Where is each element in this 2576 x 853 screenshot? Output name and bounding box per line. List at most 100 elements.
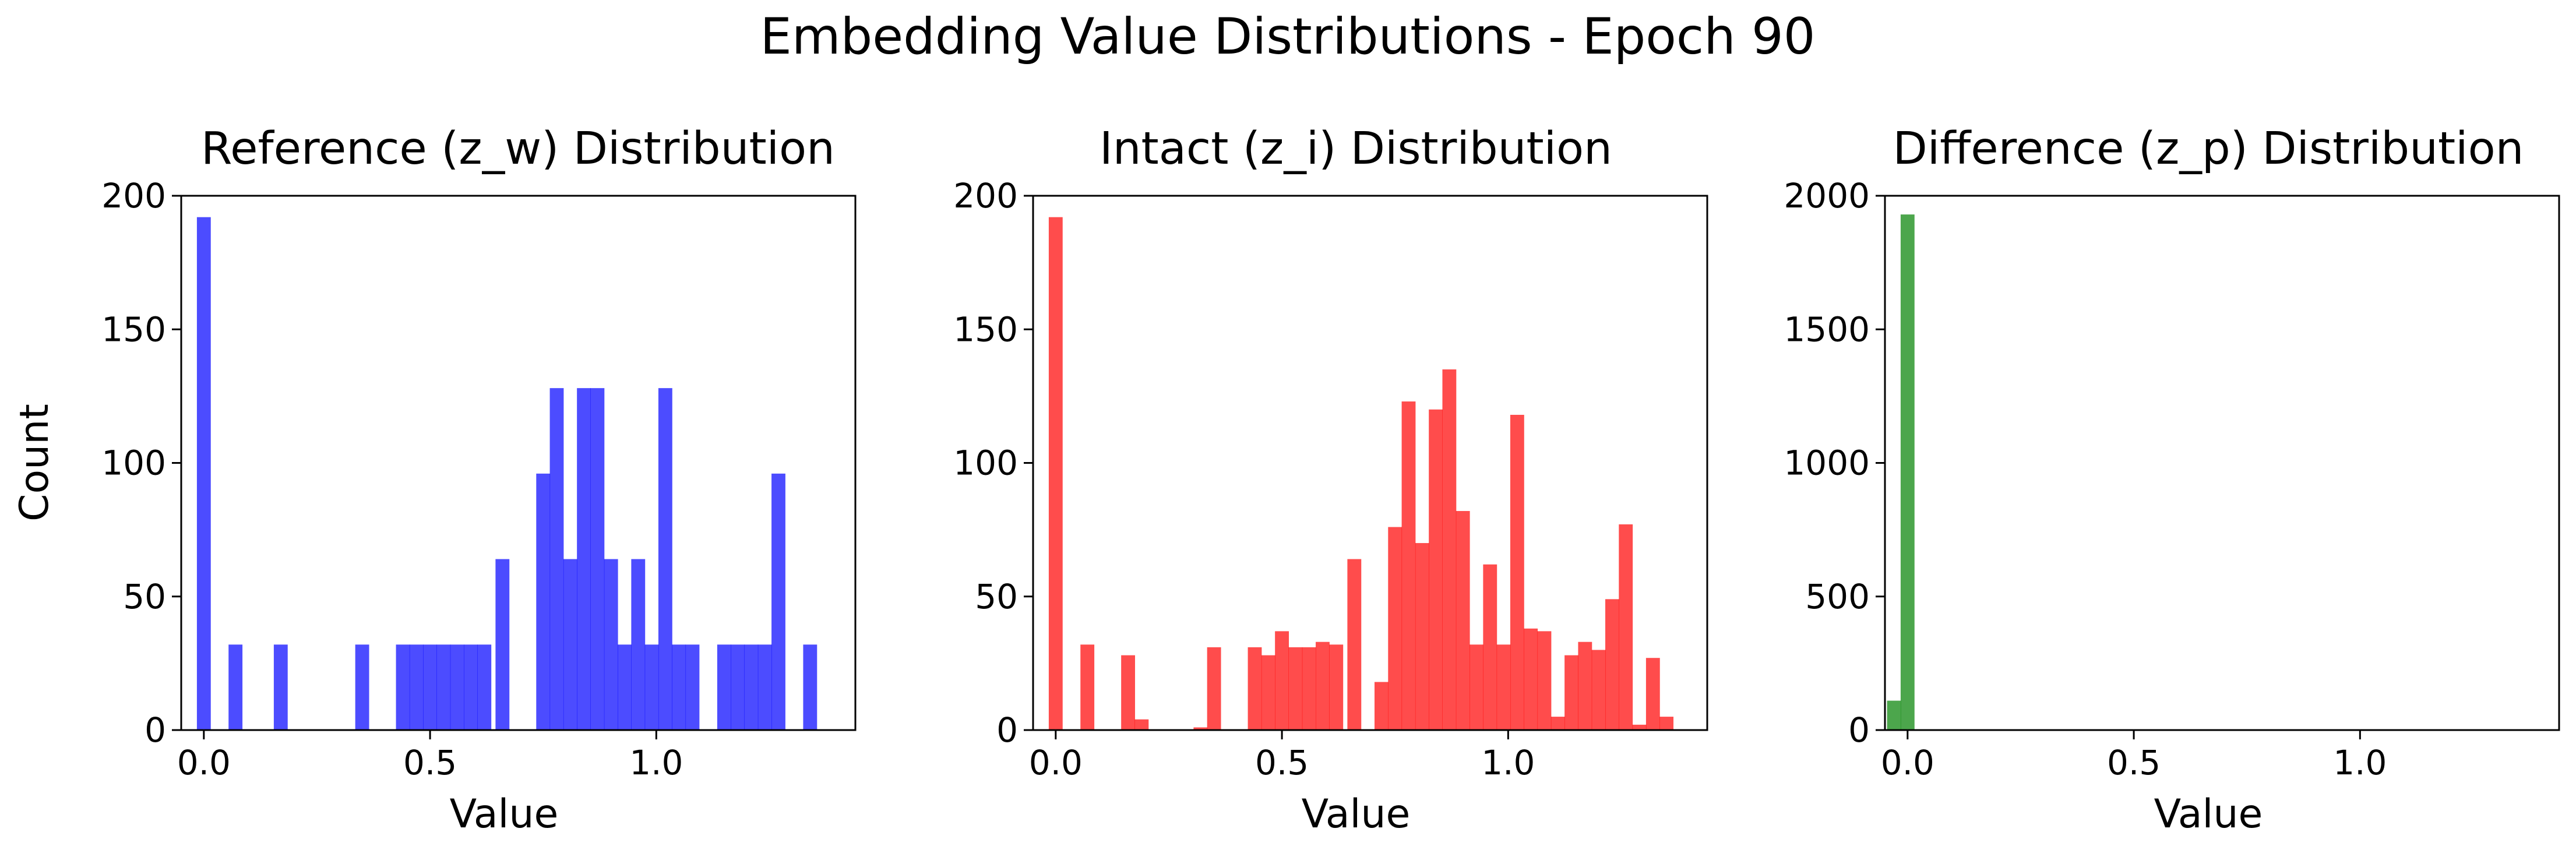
reference-bar	[409, 644, 424, 730]
difference-y-tick-label: 1000	[1784, 443, 1870, 483]
difference-bar	[1900, 214, 1915, 731]
intact-bar	[1302, 647, 1316, 730]
reference-bar	[464, 644, 478, 730]
reference-bar	[577, 388, 591, 730]
difference-y-tick-label: 2000	[1784, 176, 1870, 216]
intact-bar	[1415, 543, 1429, 730]
reference-y-tick-label: 150	[101, 309, 166, 349]
intact-bar	[1578, 641, 1592, 730]
difference-y-ticks: 0 500 1000 1500 2000	[1784, 176, 1885, 750]
reference-bar	[731, 644, 745, 730]
reference-bar	[549, 388, 564, 730]
figure-title: Embedding Value Distributions - Epoch 90	[760, 8, 1816, 66]
intact-bar	[1347, 559, 1362, 730]
reference-y-tick-label: 50	[123, 577, 166, 616]
reference-bar	[744, 644, 759, 730]
subplot-intact: Intact (z_i) Distribution Value 0.0 0.5 1.…	[953, 123, 1708, 837]
intact-bar	[1632, 724, 1647, 730]
intact-bar	[1048, 217, 1063, 730]
intact-bar	[1537, 631, 1552, 730]
reference-bar	[563, 559, 577, 730]
reference-bar	[396, 644, 410, 730]
intact-bar	[1564, 655, 1578, 730]
intact-bar	[1496, 644, 1511, 730]
reference-bar	[477, 644, 492, 730]
reference-bar	[644, 644, 659, 730]
reference-bar	[450, 644, 464, 730]
reference-y-tick-label: 0	[145, 710, 166, 750]
intact-bar	[1659, 717, 1674, 730]
difference-x-tick-label: 0.5	[2107, 743, 2161, 782]
intact-bar	[1316, 641, 1330, 730]
intact-bar	[1550, 717, 1565, 730]
difference-y-tick-label: 1500	[1784, 309, 1870, 349]
reference-bar	[717, 644, 731, 730]
intact-bar	[1207, 647, 1221, 730]
intact-bar	[1248, 647, 1262, 730]
reference-bar	[273, 644, 288, 730]
difference-x-axis-label: Value	[2154, 791, 2263, 837]
intact-bar	[1429, 409, 1443, 730]
reference-bar	[803, 644, 817, 730]
intact-bar	[1374, 682, 1389, 730]
subplot-difference: Difference (z_p) Distribution Value 0.0 0…	[1784, 123, 2560, 837]
reference-bar	[536, 473, 551, 730]
difference-y-tick-label: 0	[1848, 710, 1870, 750]
reference-chart-title: Reference (z_w) Distribution	[201, 123, 835, 175]
difference-bar	[1887, 700, 1901, 730]
intact-bar	[1456, 511, 1470, 730]
intact-y-tick-label: 200	[953, 176, 1018, 216]
intact-bar	[1275, 631, 1289, 730]
intact-bar	[1470, 644, 1483, 730]
reference-x-axis-label: Value	[450, 791, 559, 837]
reference-bar	[672, 644, 686, 730]
reference-x-tick-label: 1.0	[629, 743, 683, 782]
reference-y-tick-label: 100	[101, 443, 166, 483]
reference-bars	[196, 217, 817, 730]
intact-bar	[1134, 719, 1149, 730]
intact-bar	[1619, 524, 1633, 730]
reference-y-ticks: 0 50 100 150 200	[101, 176, 181, 750]
reference-bar	[423, 644, 437, 730]
reference-bar	[604, 559, 618, 730]
intact-bar	[1261, 655, 1275, 730]
reference-x-tick-label: 0.5	[403, 743, 457, 782]
difference-x-ticks: 0.0 0.5 1.0	[1881, 730, 2387, 782]
intact-bar	[1401, 401, 1416, 730]
difference-x-tick-label: 1.0	[2333, 743, 2387, 782]
reference-y-axis-label: Count	[12, 404, 58, 521]
intact-bar	[1442, 369, 1457, 730]
difference-y-tick-label: 500	[1805, 577, 1870, 616]
intact-bar	[1288, 647, 1303, 730]
difference-chart-title: Difference (z_p) Distribution	[1893, 123, 2524, 175]
reference-bar	[631, 559, 646, 730]
reference-bar	[436, 644, 451, 730]
reference-y-tick-label: 200	[101, 176, 166, 216]
reference-bar	[685, 644, 700, 730]
intact-bar	[1329, 644, 1344, 730]
reference-x-tick-label: 0.0	[177, 743, 231, 782]
subplot-reference: Reference (z_w) Distribution Value Count…	[12, 123, 857, 837]
intact-bar	[1483, 564, 1497, 730]
reference-bar	[757, 644, 772, 730]
reference-bar	[618, 644, 632, 730]
intact-x-ticks: 0.0 0.5 1.0	[1029, 730, 1535, 782]
intact-x-tick-label: 1.0	[1481, 743, 1535, 782]
reference-bar	[771, 473, 785, 730]
reference-bar	[196, 217, 211, 730]
intact-y-tick-label: 50	[975, 577, 1018, 616]
intact-bars	[1048, 217, 1674, 730]
intact-bar	[1121, 655, 1135, 730]
intact-y-tick-label: 100	[953, 443, 1018, 483]
intact-x-tick-label: 0.0	[1029, 743, 1083, 782]
intact-chart-title: Intact (z_i) Distribution	[1100, 123, 1612, 175]
reference-x-ticks: 0.0 0.5 1.0	[177, 730, 683, 782]
intact-bar	[1591, 650, 1606, 730]
intact-bar	[1080, 644, 1095, 730]
reference-bar	[355, 644, 369, 730]
reference-bar	[495, 559, 510, 730]
intact-bar	[1524, 628, 1538, 730]
reference-bar	[658, 388, 672, 730]
reference-bar	[228, 644, 243, 730]
